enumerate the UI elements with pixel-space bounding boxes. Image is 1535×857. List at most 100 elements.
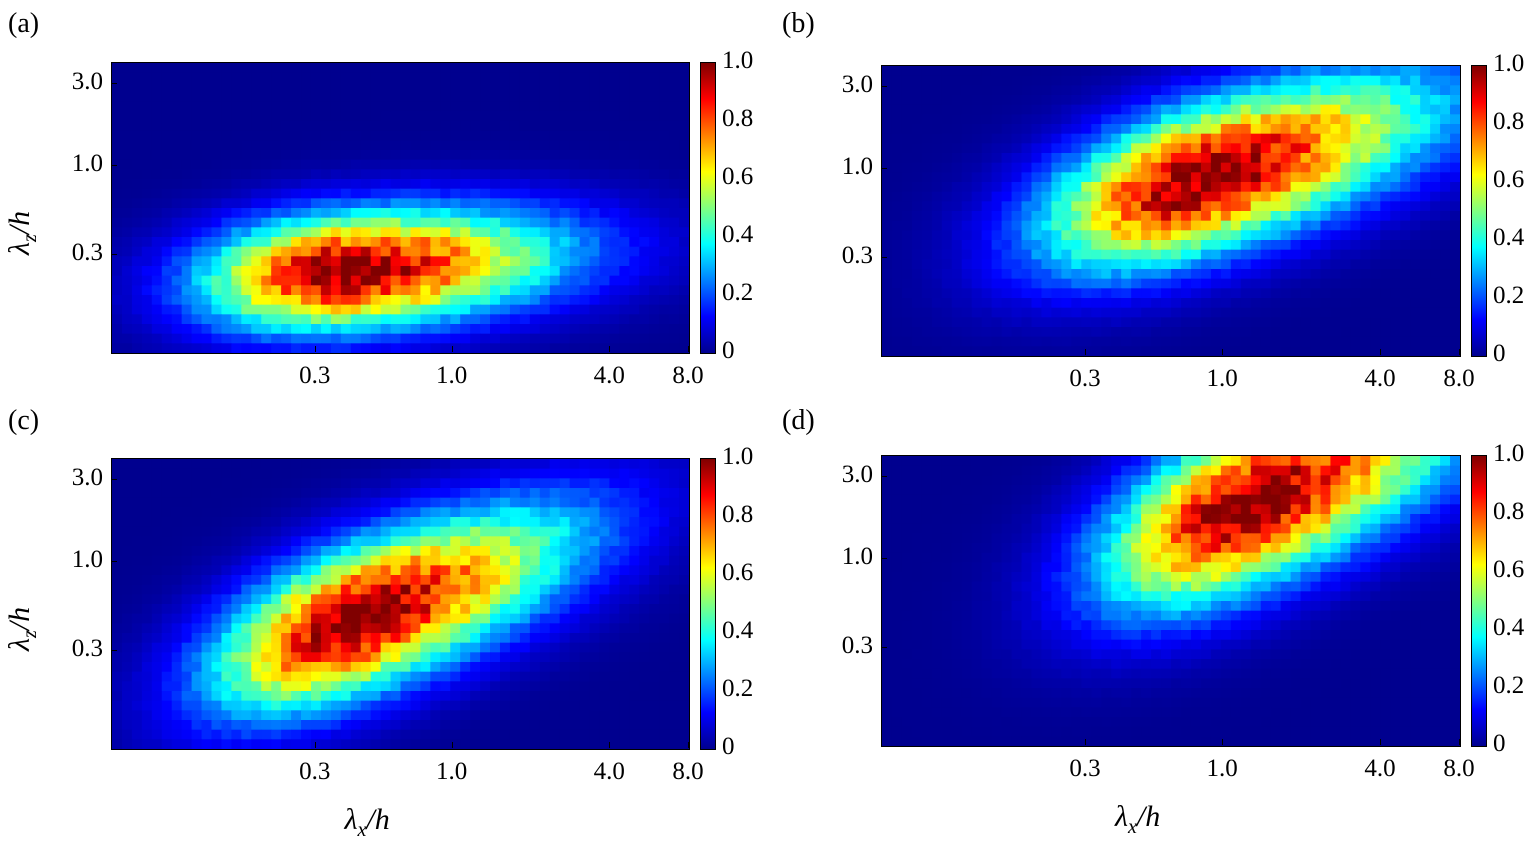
- heatmap-cell: [509, 188, 521, 199]
- heatmap-cell: [161, 227, 173, 238]
- heatmap-cell: [360, 584, 372, 595]
- heatmap-cell: [1440, 201, 1451, 212]
- heatmap-cell: [261, 92, 272, 103]
- heatmap-cell: [639, 642, 650, 653]
- heatmap-cell: [529, 121, 541, 132]
- heatmap-cell: [261, 121, 272, 132]
- heatmap-cell: [161, 324, 173, 335]
- heatmap-cell: [609, 227, 620, 238]
- heatmap-cell: [659, 169, 670, 180]
- heatmap-cell: [961, 240, 973, 251]
- heatmap-cell: [921, 201, 933, 212]
- heatmap-cell: [901, 66, 913, 77]
- heatmap-cell: [951, 230, 963, 241]
- heatmap-cell: [112, 227, 123, 238]
- heatmap-cell: [941, 95, 953, 106]
- heatmap-cell: [440, 681, 451, 692]
- heatmap-cell: [410, 198, 421, 209]
- heatmap-cell: [480, 584, 491, 595]
- heatmap-cell: [301, 63, 312, 74]
- heatmap-cell: [241, 111, 252, 122]
- heatmap-cell: [1021, 259, 1033, 270]
- heatmap-cell: [360, 459, 372, 470]
- heatmap-cell: [549, 217, 561, 228]
- heatmap-cell: [181, 314, 193, 325]
- heatmap-cell: [991, 66, 1003, 77]
- heatmap-cell: [589, 584, 601, 595]
- heatmap-cell: [1131, 95, 1142, 106]
- heatmap-cell: [1151, 143, 1162, 154]
- heatmap-cell: [1190, 114, 1202, 125]
- heatmap-cell: [539, 121, 551, 132]
- y-label-rest: /h: [3, 210, 36, 235]
- heatmap-cell: [649, 101, 660, 112]
- heatmap-cell: [450, 92, 461, 103]
- heatmap-cell: [131, 478, 143, 489]
- heatmap-cell: [981, 249, 993, 260]
- heatmap-cell: [1021, 278, 1033, 289]
- heatmap-cell: [529, 671, 541, 682]
- heatmap-cell: [131, 217, 143, 228]
- heatmap-cell: [579, 159, 591, 170]
- heatmap-cell: [549, 526, 561, 537]
- heatmap-cell: [420, 517, 431, 528]
- heatmap-cell: [380, 691, 392, 702]
- heatmap-cell: [151, 169, 163, 180]
- heatmap-cell: [619, 507, 630, 518]
- heatmap-cell: [1340, 259, 1351, 270]
- heatmap-cell: [350, 488, 362, 499]
- heatmap-cell: [1121, 230, 1132, 241]
- heatmap-cell: [310, 237, 322, 248]
- heatmap-cell: [1031, 259, 1043, 270]
- heatmap-cell: [539, 584, 551, 595]
- heatmap-cell: [629, 304, 640, 315]
- heatmap-cell: [291, 613, 302, 624]
- heatmap-cell: [121, 314, 133, 325]
- heatmap-cell: [420, 140, 431, 151]
- heatmap-cell: [121, 121, 133, 132]
- heatmap-cell: [1240, 162, 1252, 173]
- heatmap-cell: [951, 85, 963, 96]
- heatmap-cell: [221, 150, 232, 161]
- heatmap-cell: [470, 140, 481, 151]
- heatmap-cell: [301, 333, 312, 344]
- heatmap-cell: [171, 285, 183, 296]
- heatmap-plot: [111, 458, 690, 750]
- heatmap-cell: [1240, 259, 1252, 270]
- heatmap-cell: [941, 288, 953, 299]
- heatmap-cell: [470, 227, 481, 238]
- heatmap-cell: [1200, 124, 1212, 135]
- heatmap-cell: [539, 459, 551, 470]
- heatmap-cell: [961, 133, 973, 144]
- heatmap-cell: [1450, 95, 1460, 106]
- heatmap-cell: [1171, 211, 1182, 222]
- heatmap-cell: [1190, 230, 1202, 241]
- heatmap-cell: [509, 526, 521, 537]
- heatmap-cell: [131, 468, 143, 479]
- heatmap-cell: [921, 230, 933, 241]
- heatmap-cell: [629, 604, 640, 615]
- heatmap-cell: [1380, 191, 1391, 202]
- heatmap-cell: [599, 237, 611, 248]
- heatmap-cell: [961, 346, 973, 356]
- heatmap-cell: [549, 459, 561, 470]
- heatmap-cell: [911, 259, 923, 270]
- heatmap-cell: [1200, 75, 1212, 86]
- heatmap-cell: [971, 124, 983, 135]
- heatmap-cell: [1320, 114, 1332, 125]
- heatmap-cell: [609, 314, 620, 325]
- heatmap-cell: [301, 468, 312, 479]
- heatmap-cell: [1121, 114, 1132, 125]
- heatmap-cell: [291, 633, 302, 644]
- heatmap-cell: [951, 191, 963, 202]
- heatmap-cell: [569, 256, 581, 267]
- heatmap-cell: [490, 266, 501, 277]
- heatmap-cell: [1330, 317, 1342, 328]
- heatmap-cell: [649, 546, 660, 557]
- heatmap-cell: [410, 497, 421, 508]
- heatmap-cell: [1420, 230, 1431, 241]
- heatmap-cell: [410, 111, 421, 122]
- colorbar-tick-label: 0.4: [722, 221, 754, 248]
- heatmap-cell: [499, 565, 511, 576]
- heatmap-cell: [141, 295, 153, 306]
